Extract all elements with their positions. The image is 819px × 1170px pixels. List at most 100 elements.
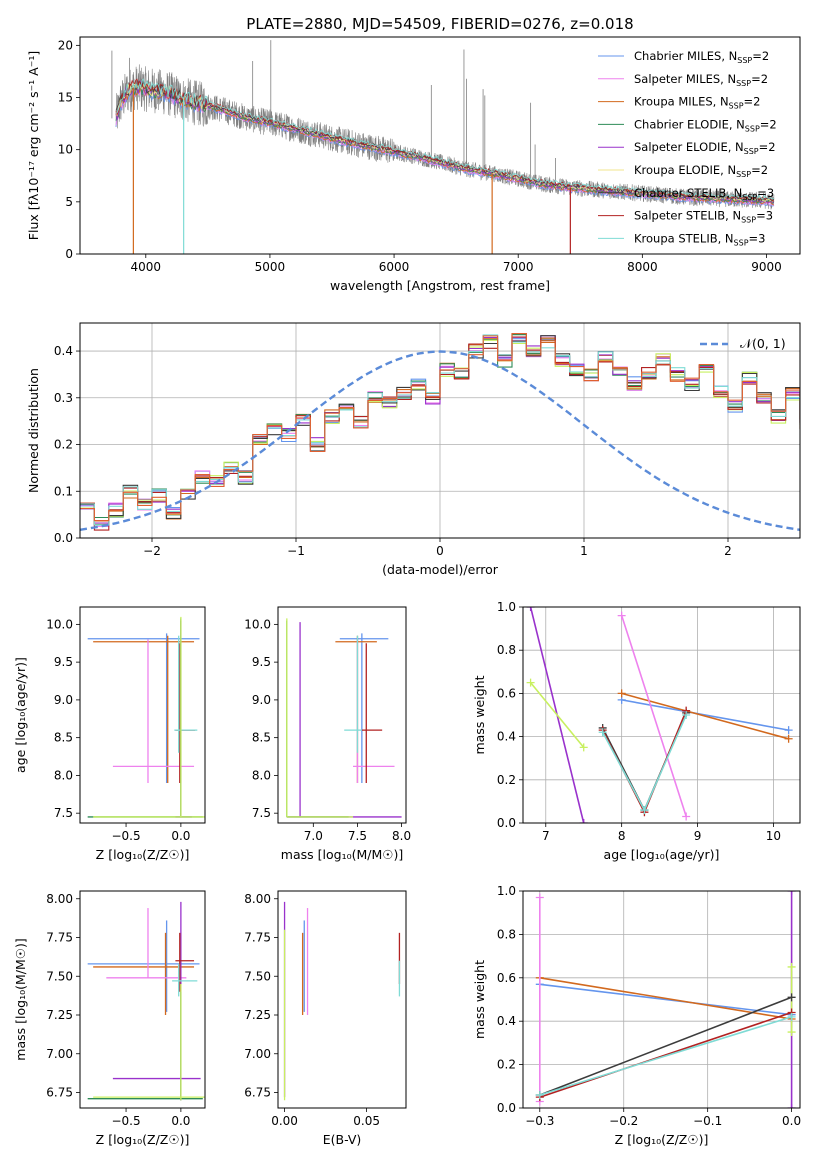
x-tick-label: 0.0 xyxy=(171,1114,190,1128)
legend-entry: Kroupa ELODIE, NSSP=2 xyxy=(634,163,768,179)
y-tick-label: 7.75 xyxy=(244,931,271,945)
panel-weight_vs_Z: −0.3 −0.2 −0.1 0.0 0.0 0.2 0.4 0.6 0.8 1.0 Z [log₁… xyxy=(472,884,801,1147)
x-tick-label: 9 xyxy=(694,829,702,843)
legend-entry: Salpeter MILES, NSSP=2 xyxy=(634,72,768,88)
weight-series xyxy=(535,893,544,1106)
x-tick-label: 0.0 xyxy=(782,1114,801,1128)
x-tick-label: −0.5 xyxy=(111,829,140,843)
y-tick-label: 7.5 xyxy=(252,806,271,820)
axes-frame xyxy=(277,606,407,824)
y-tick-label: 7.25 xyxy=(244,1008,271,1022)
weight-line xyxy=(620,615,687,817)
weight-marker xyxy=(787,1028,796,1037)
legend-entry-sub: SSP xyxy=(742,193,757,202)
y-tick-label: 1.0 xyxy=(497,884,516,898)
x-tick-label: 7000 xyxy=(503,260,534,274)
x-axis-label: wavelength [Angstrom, rest frame] xyxy=(330,278,550,293)
legend-entry-suffix: =2 xyxy=(752,49,769,63)
y-tick-label: 7.25 xyxy=(46,1008,73,1022)
x-tick-label: 4000 xyxy=(131,260,162,274)
errorbar-point xyxy=(174,635,198,753)
y-tick-label: 6.75 xyxy=(46,1086,73,1100)
errorbar-point xyxy=(93,932,195,1015)
weight-line xyxy=(601,710,687,815)
legend-entry-name: Salpeter STELIB, N xyxy=(634,209,741,223)
y-tick-label: 0.6 xyxy=(497,686,516,700)
y-tick-label: 9.5 xyxy=(54,655,73,669)
y-tick-label: 8.00 xyxy=(244,892,271,906)
errorbar-point xyxy=(112,901,201,1101)
x-tick-label: 0.00 xyxy=(271,1114,298,1128)
weight-marker xyxy=(787,1104,796,1108)
weight-marker xyxy=(682,812,691,821)
axes: 7 8 9 10 0.0 0.2 0.4 0.6 0.8 1.0 age [log₁₀(age/yr… xyxy=(472,600,801,862)
figure-title: PLATE=2880, MJD=54509, FIBERID=0276, z=0… xyxy=(246,15,633,33)
weight-marker xyxy=(784,726,793,735)
errorbar-point xyxy=(344,635,362,753)
gridlines xyxy=(523,606,800,824)
errorbar-point xyxy=(93,984,205,1101)
weight-line xyxy=(529,682,585,748)
weight-marker xyxy=(787,1012,796,1021)
legend-entry: Chabrier ELODIE, NSSP=2 xyxy=(634,117,777,133)
legend-entry-name: Chabrier MILES, N xyxy=(634,49,737,63)
legend-entry-sub: SSP xyxy=(734,238,749,247)
y-tick-label: 7.5 xyxy=(54,806,73,820)
legend-entry-suffix: =3 xyxy=(757,186,774,200)
y-tick-label: 0.0 xyxy=(497,816,516,830)
errorbar-point xyxy=(335,635,377,783)
y-tick-label: 8.5 xyxy=(252,731,271,745)
errorbar-point xyxy=(87,991,203,1101)
y-tick-label: 6.75 xyxy=(244,1086,271,1100)
axes: 4000 5000 6000 7000 8000 9000 0 5 10 15 20 waveleng… xyxy=(26,36,801,293)
weight-line xyxy=(539,996,792,1096)
y-tick-label: 0.2 xyxy=(497,773,516,787)
x-axis-label: mass [log₁₀(M/M☉)] xyxy=(281,847,403,862)
errorbar-point xyxy=(286,620,349,818)
x-axis-label: Z [log₁₀(Z/Z☉)] xyxy=(96,847,190,862)
legend-entry-suffix: =3 xyxy=(756,209,773,223)
histogram-step-line xyxy=(80,332,800,522)
errorbar-point xyxy=(175,932,195,992)
data-layer xyxy=(526,607,793,823)
weight-line xyxy=(539,1016,792,1096)
y-tick-label: 0.3 xyxy=(54,391,73,405)
data-layer xyxy=(283,901,401,1101)
x-axis-label: Z [log₁₀(Z/Z☉)] xyxy=(96,1132,190,1147)
gridlines xyxy=(80,323,800,539)
legend-entry-suffix: =3 xyxy=(749,231,766,245)
legend-entry: 𝒩(0, 1) xyxy=(740,336,786,351)
weight-marker xyxy=(617,689,626,698)
axes-frame xyxy=(79,890,206,1109)
legend-entry: Salpeter STELIB, NSSP=3 xyxy=(634,209,773,225)
y-axis-label: mass [log₁₀(M/M☉)] xyxy=(13,938,28,1060)
axes-frame xyxy=(277,890,407,1109)
axes: −0.3 −0.2 −0.1 0.0 0.0 0.2 0.4 0.6 0.8 1.0 Z [log₁… xyxy=(472,884,801,1147)
axes-frame xyxy=(79,606,206,824)
data-layer xyxy=(286,618,402,818)
y-axis-label: mass weight xyxy=(472,960,487,1039)
axes: −2 −1 0 1 2 0.0 0.1 0.2 0.3 0.4 (data-model)/error… xyxy=(26,322,801,577)
x-tick-label: 0.0 xyxy=(171,829,190,843)
y-tick-label: 0.8 xyxy=(497,643,516,657)
axes-frame xyxy=(522,606,801,824)
y-tick-label: 8.00 xyxy=(46,892,73,906)
y-tick-label: 0.4 xyxy=(497,730,516,744)
legend-entry-name: Salpeter ELODIE, N xyxy=(634,140,744,154)
axes: 7.0 7.5 8.0 7.5 8.0 8.5 9.0 9.5 10.0 mass [log₁₀(… xyxy=(244,606,411,862)
x-tick-label: 8000 xyxy=(627,260,658,274)
x-tick-label: −0.1 xyxy=(693,1114,722,1128)
axes-frame xyxy=(522,890,801,1109)
x-axis-label: age [log₁₀(age/yr)] xyxy=(604,847,720,862)
legend-entry-sub: SSP xyxy=(741,216,756,225)
errorbar-point xyxy=(286,622,402,818)
legend-entry-suffix: =2 xyxy=(751,163,768,177)
legend-entry-suffix: =2 xyxy=(759,140,776,154)
errorbar-point xyxy=(339,633,389,783)
y-tick-label: 9.0 xyxy=(54,693,73,707)
legend-entry-name: Kroupa STELIB, N xyxy=(634,231,734,245)
x-tick-label: −0.3 xyxy=(525,1114,554,1128)
y-tick-label: 9.5 xyxy=(252,655,271,669)
y-tick-label: 8.0 xyxy=(252,768,271,782)
x-tick-label: 7 xyxy=(542,829,550,843)
